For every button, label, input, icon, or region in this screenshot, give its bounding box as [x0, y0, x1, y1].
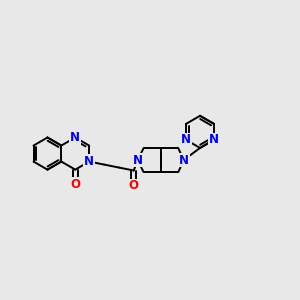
Text: N: N — [181, 134, 191, 146]
Text: N: N — [179, 154, 189, 166]
Text: N: N — [84, 155, 94, 168]
Text: N: N — [133, 154, 142, 166]
Text: O: O — [70, 178, 80, 191]
Text: N: N — [70, 131, 80, 144]
Text: N: N — [209, 134, 219, 146]
Text: O: O — [129, 179, 139, 193]
